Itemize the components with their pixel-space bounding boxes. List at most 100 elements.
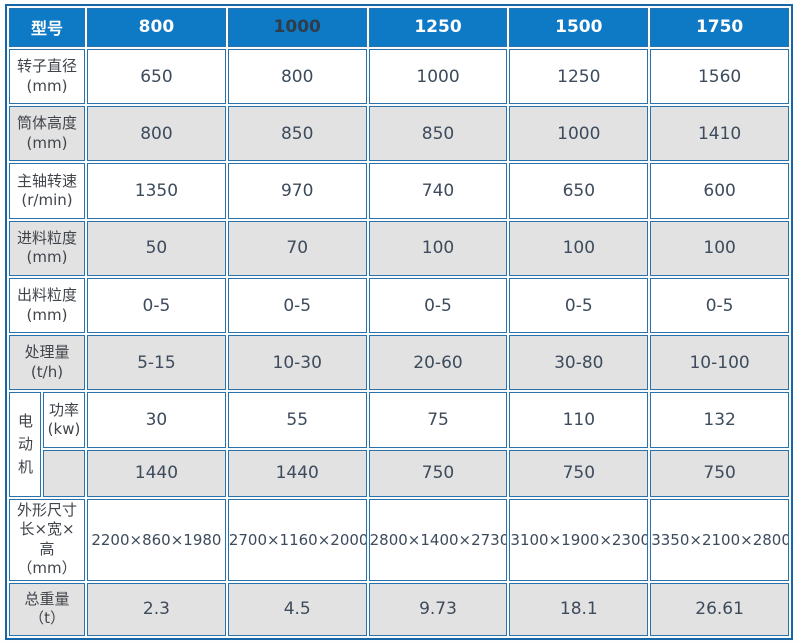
spec-value-cell: 2200×860×1980 [87, 498, 226, 581]
row-label-text: 转子直径 [17, 57, 78, 76]
row-unit-text: （t） [29, 609, 65, 628]
spec-value-cell: 600 [650, 163, 789, 219]
spec-value-cell: 1560 [650, 48, 789, 105]
model-column-header: 1500 [509, 8, 649, 47]
spec-table: 型号 800 1000 1250 1500 1750 转子直径 (mm) 650… [7, 6, 791, 638]
row-label-text: 处理量 [24, 343, 70, 362]
row-label: 出料粒度 (mm) [9, 277, 86, 334]
row-label-text: 主轴转速 [17, 171, 78, 190]
spec-value-cell: 30-80 [509, 335, 649, 391]
row-unit-text: (mm) [26, 133, 68, 152]
row-label-text: 功率 [49, 400, 80, 419]
spec-table-frame: 型号 800 1000 1250 1500 1750 转子直径 (mm) 650… [5, 4, 793, 640]
spec-value-cell: 650 [87, 48, 226, 105]
motor-power-sublabel: 功率 (kw) [43, 392, 86, 448]
weight-row: 总重量 （t） 2.3 4.5 9.73 18.1 26.61 [9, 582, 789, 636]
discharge-size-row: 出料粒度 (mm) 0-5 0-5 0-5 0-5 0-5 [9, 277, 789, 334]
model-header-cell: 型号 [9, 8, 86, 47]
spec-value-cell: 4.5 [227, 582, 367, 636]
spec-value-cell: 132 [650, 392, 789, 448]
spec-value-cell: 2.3 [87, 582, 226, 636]
spec-value-cell: 1440 [87, 449, 226, 497]
dimensions-row: 外形尺寸 长×宽×高 （mm） 2200×860×1980 2700×1160×… [9, 498, 789, 581]
spec-value-cell: 800 [87, 106, 226, 162]
model-column-header: 800 [87, 8, 226, 47]
motor-power-row: 电动机 功率 (kw) 30 55 75 110 132 [9, 392, 789, 497]
spec-value-cell: 100 [650, 220, 789, 276]
spec-value-cell: 50 [87, 220, 226, 276]
spec-value-cell: 3350×2100×2800 [650, 498, 789, 581]
spec-value-cell: 1410 [650, 106, 789, 162]
row-unit-text: (r/min) [21, 191, 73, 210]
spec-value-cell: 100 [368, 220, 508, 276]
row-unit-text: (kw) [47, 420, 81, 439]
row-label: 外形尺寸 长×宽×高 （mm） [9, 498, 86, 581]
spec-value-cell: 2700×1160×2000 [227, 498, 367, 581]
motor-speed-sublabel-cell [43, 449, 86, 497]
spec-value-cell: 1440 [227, 449, 367, 497]
spec-value-cell: 5-15 [87, 335, 226, 391]
spec-value-cell: 1350 [87, 163, 226, 219]
row-unit-text: （mm） [17, 559, 77, 578]
spec-value-cell: 1250 [509, 48, 649, 105]
spec-value-cell: 850 [227, 106, 367, 162]
spec-value-cell: 110 [509, 392, 649, 448]
spec-value-cell: 10-30 [227, 335, 367, 391]
spec-value-cell: 0-5 [650, 277, 789, 334]
feed-size-row: 进料粒度 (mm) 50 70 100 100 100 [9, 220, 789, 276]
row-label: 进料粒度 (mm) [9, 220, 86, 276]
spec-value-cell: 55 [227, 392, 367, 448]
spec-value-cell: 750 [509, 449, 649, 497]
spec-value-cell: 18.1 [509, 582, 649, 636]
spec-value-cell: 30 [87, 392, 226, 448]
spec-value-cell: 750 [650, 449, 789, 497]
row-label: 总重量 （t） [9, 582, 86, 636]
spec-value-cell: 10-100 [650, 335, 789, 391]
model-column-header: 1750 [650, 8, 789, 47]
row-label: 转子直径 (mm) [9, 48, 86, 105]
spec-value-cell: 100 [509, 220, 649, 276]
row-unit-text: (mm) [26, 76, 68, 95]
row-label: 主轴转速 (r/min) [9, 163, 86, 219]
spec-value-cell: 650 [509, 163, 649, 219]
spec-value-cell: 70 [227, 220, 367, 276]
spec-value-cell: 750 [368, 449, 508, 497]
motor-speed-row: 1440 1440 750 750 750 [9, 449, 789, 497]
spec-value-cell: 3100×1900×2300 [509, 498, 649, 581]
spec-value-cell: 75 [368, 392, 508, 448]
spec-value-cell: 1000 [509, 106, 649, 162]
spec-value-cell: 2800×1400×2730 [368, 498, 508, 581]
motor-group-label: 电动机 [9, 392, 41, 497]
row-label: 处理量 (t/h) [9, 335, 86, 391]
spec-value-cell: 0-5 [368, 277, 508, 334]
row-label-text: 出料粒度 [17, 286, 78, 305]
spec-value-cell: 1000 [368, 48, 508, 105]
spec-value-cell: 0-5 [87, 277, 226, 334]
model-column-header: 1250 [368, 8, 508, 47]
spec-value-cell: 0-5 [509, 277, 649, 334]
row-label: 筒体高度 (mm) [9, 106, 86, 162]
rotor-diameter-row: 转子直径 (mm) 650 800 1000 1250 1560 [9, 48, 789, 105]
header-row: 型号 800 1000 1250 1500 1750 [9, 8, 789, 47]
spec-value-cell: 9.73 [368, 582, 508, 636]
row-unit-text: (t/h) [30, 362, 64, 381]
row-unit-text: (mm) [26, 248, 68, 267]
spec-value-cell: 970 [227, 163, 367, 219]
row-label-text: 总重量 [24, 589, 70, 608]
capacity-row: 处理量 (t/h) 5-15 10-30 20-60 30-80 10-100 [9, 335, 789, 391]
spec-value-cell: 0-5 [227, 277, 367, 334]
cylinder-height-row: 筒体高度 (mm) 800 850 850 1000 1410 [9, 106, 789, 162]
row-label-text: 长×宽×高 [19, 520, 75, 558]
spec-value-cell: 800 [227, 48, 367, 105]
spec-value-cell: 850 [368, 106, 508, 162]
spindle-speed-row: 主轴转速 (r/min) 1350 970 740 650 600 [9, 163, 789, 219]
row-label-text: 外形尺寸 [17, 500, 78, 519]
spec-value-cell: 20-60 [368, 335, 508, 391]
model-column-header: 1000 [227, 8, 367, 47]
row-label-text: 筒体高度 [17, 114, 78, 133]
spec-value-cell: 26.61 [650, 582, 789, 636]
row-unit-text: (mm) [26, 305, 68, 324]
row-label-text: 进料粒度 [17, 228, 78, 247]
spec-value-cell: 740 [368, 163, 508, 219]
